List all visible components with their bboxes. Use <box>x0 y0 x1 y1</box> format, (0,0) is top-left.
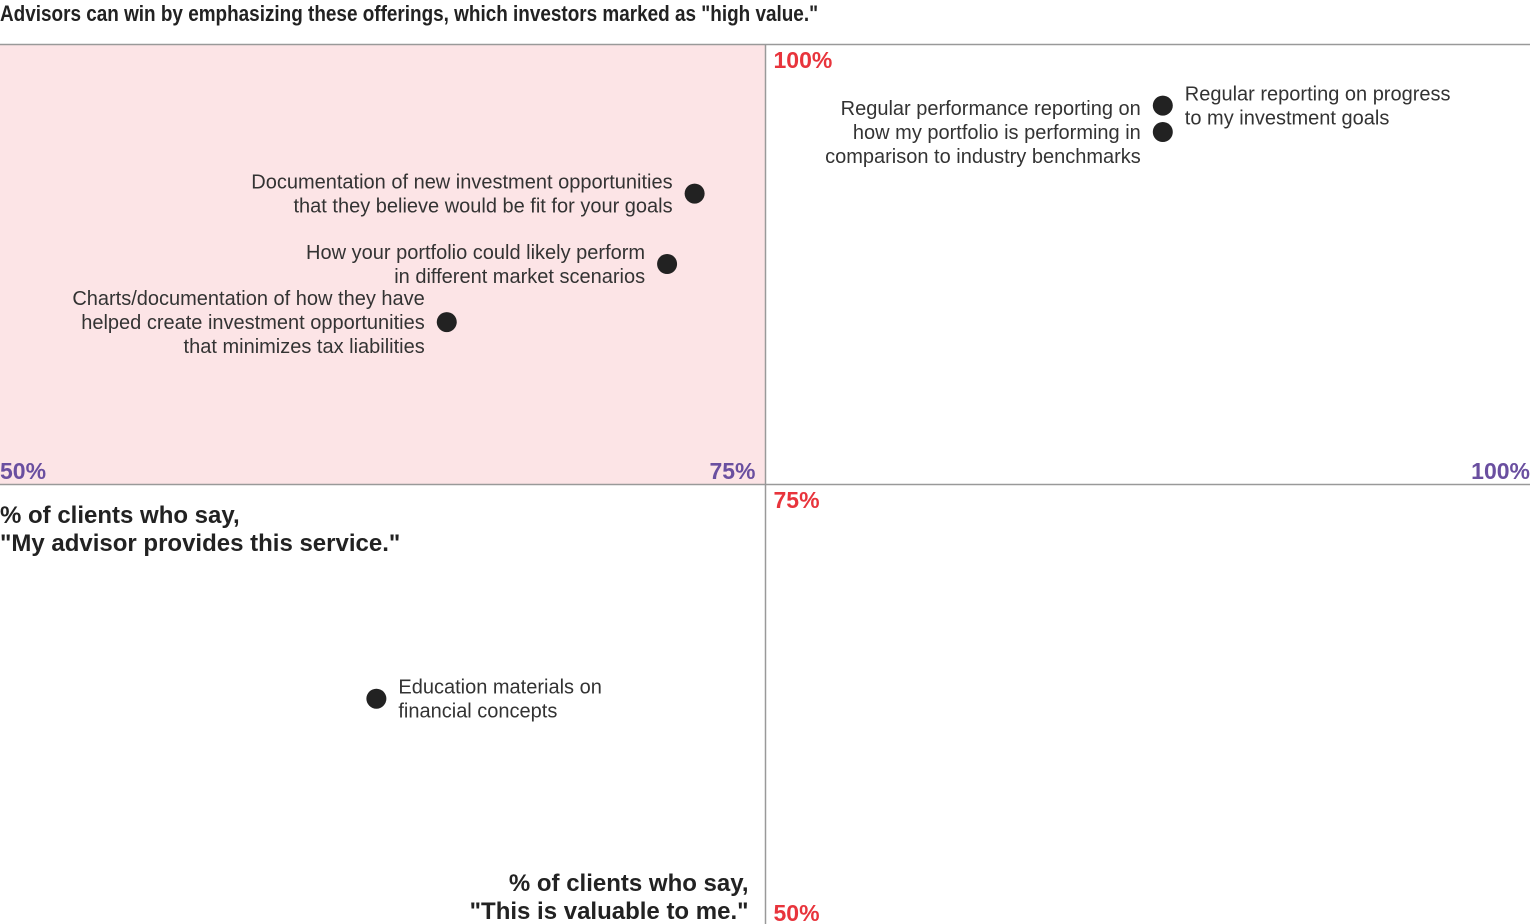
data-point-label-line: How your portfolio could likely perform <box>306 242 645 264</box>
data-point-label-line: comparison to industry benchmarks <box>825 146 1141 168</box>
y-axis-title: % of clients who say, "This is valuable t… <box>470 870 749 924</box>
x-axis-title-line: "My advisor provides this service." <box>0 530 400 557</box>
data-point-label-line: financial concepts <box>398 701 557 723</box>
data-point-label-line: Charts/documentation of how they have <box>72 288 424 310</box>
x-axis-title-line: % of clients who say, <box>0 502 240 529</box>
x-tick-label: 75% <box>709 458 755 484</box>
high-value-region <box>0 44 766 484</box>
data-point-label: Regular performance reporting on how my p… <box>825 98 1141 168</box>
data-point-label: Documentation of new investment opportun… <box>251 172 672 218</box>
data-point-label-line: helped create investment opportunities <box>81 312 425 334</box>
chart-title: Advisors can win by emphasizing these of… <box>0 1 819 26</box>
x-tick-label: 100% <box>1471 458 1530 484</box>
data-point-label-line: Documentation of new investment opportun… <box>251 172 672 194</box>
data-point-label: Education materials on financial concepts <box>398 677 601 723</box>
grid-lines <box>0 43 1530 924</box>
data-point-label-line: Regular performance reporting on <box>841 98 1141 120</box>
data-point-label: How your portfolio could likely perform i… <box>306 242 645 288</box>
y-tick-label: 75% <box>774 487 820 513</box>
data-point <box>1152 95 1173 116</box>
data-point-label-line: how my portfolio is performing in <box>853 122 1141 144</box>
data-point-label: Charts/documentation of how they have hel… <box>72 288 424 358</box>
data-point <box>684 183 705 204</box>
axis-titles: % of clients who say, "My advisor provide… <box>0 502 749 924</box>
y-tick-label: 100% <box>774 47 833 73</box>
y-tick-label: 50% <box>774 900 820 924</box>
data-point-label: Regular reporting on progress to my inves… <box>1185 84 1451 130</box>
y-axis-title-line: "This is valuable to me." <box>470 898 749 924</box>
data-point-label-line: in different market scenarios <box>394 266 645 288</box>
x-axis-title: % of clients who say, "My advisor provide… <box>0 502 400 557</box>
data-point-label-line: that minimizes tax liabilities <box>184 336 425 358</box>
data-point-label-line: to my investment goals <box>1185 108 1390 130</box>
x-tick-label: 50% <box>0 458 46 484</box>
data-point-label-line: Regular reporting on progress <box>1185 84 1451 106</box>
data-point-label-line: that they believe would be fit for your … <box>293 196 672 218</box>
data-point <box>436 312 457 333</box>
data-point-label-line: Education materials on <box>398 677 601 699</box>
data-point <box>1152 122 1173 142</box>
data-points: Regular reporting on progress to my inves… <box>72 84 1450 723</box>
data-point <box>657 254 678 274</box>
tick-labels: 50% 75% 100% 100% 75% 50% <box>0 47 1530 924</box>
data-point <box>366 688 387 709</box>
y-axis-title-line: % of clients who say, <box>509 870 749 897</box>
